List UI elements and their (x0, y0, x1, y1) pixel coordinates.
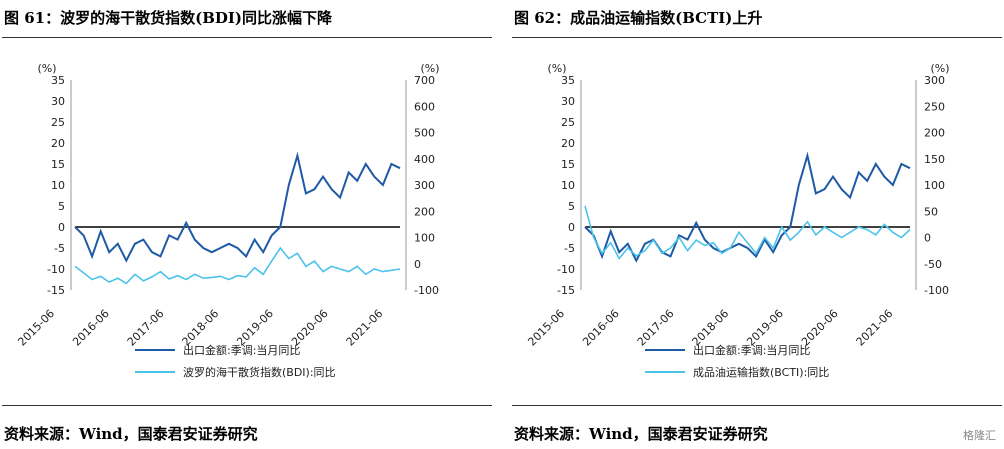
x-tick-label: 2021-06 (344, 307, 386, 349)
x-tick-label: 2018-06 (180, 307, 222, 349)
series-line (584, 151, 911, 263)
x-tick-label: 2017-06 (125, 307, 167, 349)
left-tick-label: -10 (47, 263, 65, 276)
right-tick-label: 0 (924, 232, 931, 245)
left-axis-unit: (%) (37, 62, 56, 75)
legend-label: 成品油运输指数(BCTI):同比 (693, 365, 829, 379)
left-axis-unit: (%) (547, 62, 566, 75)
right-tick-label: 150 (924, 153, 945, 166)
left-tick-label: 10 (561, 179, 575, 192)
legend-label: 出口金额:季调:当月同比 (693, 343, 810, 357)
bcti-chart: (%)-15-10-505101520253035(%)-100-5005010… (525, 62, 949, 379)
source-note: 资料来源：Wind，国泰君安证券研究 (4, 425, 258, 443)
left-tick-label: 15 (51, 158, 65, 171)
left-tick-label: 20 (51, 137, 65, 150)
source-note: 资料来源：Wind，国泰君安证券研究 (514, 425, 768, 443)
right-tick-label: 200 (924, 127, 945, 140)
x-tick-label: 2016-06 (580, 307, 622, 349)
right-tick-label: -100 (924, 284, 949, 297)
right-tick-label: 100 (414, 232, 435, 245)
left-tick-label: 0 (568, 221, 575, 234)
series-line (584, 205, 911, 260)
x-tick-label: 2016-06 (70, 307, 112, 349)
left-tick-label: 35 (561, 74, 575, 87)
bottom-divider (512, 405, 1002, 406)
top-divider (2, 37, 492, 38)
top-divider (512, 37, 1002, 38)
left-tick-label: -15 (47, 284, 65, 297)
right-tick-label: 100 (924, 179, 945, 192)
chart-title: 图 61：波罗的海干散货指数(BDI)同比涨幅下降 (4, 9, 332, 27)
x-tick-label: 2020-06 (799, 307, 841, 349)
left-tick-label: 35 (51, 74, 65, 87)
right-tick-label: 600 (414, 100, 435, 113)
left-tick-label: -5 (54, 242, 65, 255)
left-tick-label: 30 (561, 95, 575, 108)
x-tick-label: 2021-06 (854, 307, 896, 349)
right-tick-label: 0 (414, 258, 421, 271)
right-tick-label: 300 (924, 74, 945, 87)
x-tick-label: 2015-06 (15, 307, 57, 349)
left-tick-label: 25 (51, 116, 65, 129)
x-tick-label: 2018-06 (690, 307, 732, 349)
chart-panel-bcti: 图 62：成品油运输指数(BCTI)上升 (%) -15 -10 -5 0 5 10 15 20… (510, 0, 1004, 449)
x-tick-label: 2015-06 (525, 307, 567, 349)
series-line (74, 151, 401, 263)
left-tick-label: 5 (568, 200, 575, 213)
right-tick-label: -50 (924, 258, 942, 271)
left-tick-label: 10 (51, 179, 65, 192)
left-tick-label: -5 (564, 242, 575, 255)
right-tick-label: 250 (924, 100, 945, 113)
right-tick-label: 500 (414, 127, 435, 140)
right-tick-label: 50 (924, 205, 938, 218)
x-tick-label: 2017-06 (635, 307, 677, 349)
right-axis-unit: (%) (930, 62, 949, 75)
left-tick-label: 25 (561, 116, 575, 129)
left-tick-label: -10 (557, 263, 575, 276)
right-tick-label: 300 (414, 179, 435, 192)
right-tick-label: -100 (414, 284, 439, 297)
right-tick-label: 700 (414, 74, 435, 87)
x-tick-label: 2019-06 (234, 307, 276, 349)
chart-panel-bdi: 图 61：波罗的海干散货指数(BDI)同比涨幅下降 (%) -15 -10 -5 0 5 1… (0, 0, 494, 449)
x-tick-label: 2019-06 (744, 307, 786, 349)
left-tick-label: 0 (58, 221, 65, 234)
left-tick-label: 5 (58, 200, 65, 213)
left-tick-label: -15 (557, 284, 575, 297)
legend-label: 波罗的海干散货指数(BDI):同比 (183, 365, 336, 379)
right-tick-label: 200 (414, 205, 435, 218)
bottom-divider (2, 405, 492, 406)
bdi-chart: (%)-15-10-505101520253035(%)-10001002003… (15, 62, 439, 379)
legend-label: 出口金额:季调:当月同比 (183, 343, 300, 357)
chart-title: 图 62：成品油运输指数(BCTI)上升 (514, 9, 763, 27)
left-tick-label: 30 (51, 95, 65, 108)
left-tick-label: 15 (561, 158, 575, 171)
right-axis-unit: (%) (420, 62, 439, 75)
x-tick-label: 2020-06 (289, 307, 331, 349)
series-line (74, 246, 401, 285)
watermark: 格隆汇 (963, 429, 996, 442)
left-tick-label: 20 (561, 137, 575, 150)
right-tick-label: 400 (414, 153, 435, 166)
